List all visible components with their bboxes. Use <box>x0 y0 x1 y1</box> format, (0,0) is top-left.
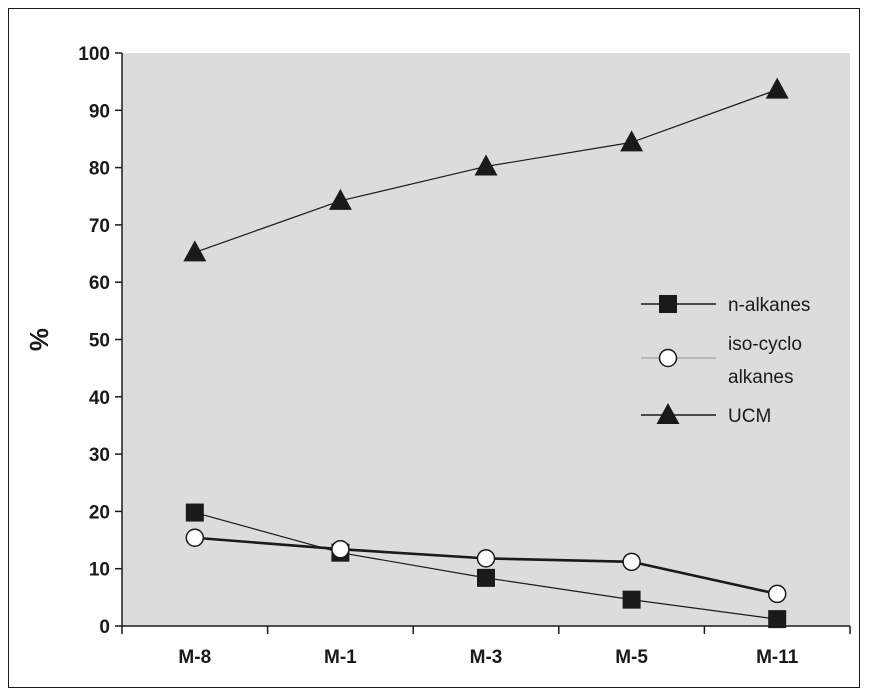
iso-cyclo-alkanes-marker <box>767 584 787 604</box>
legend-label: n-alkanes <box>728 295 810 316</box>
y-tick-label: 30 <box>89 445 110 466</box>
y-tick-label: 100 <box>78 44 110 65</box>
y-tick-label: 20 <box>89 502 110 523</box>
y-tick-label: 10 <box>89 560 110 581</box>
x-tick-label: M-1 <box>324 647 357 668</box>
y-tick-label: 80 <box>89 159 110 180</box>
iso-cyclo-alkanes-marker <box>658 348 678 368</box>
ucm-marker <box>656 403 680 424</box>
x-tick-label: M-8 <box>178 647 211 668</box>
plot-area <box>122 53 850 626</box>
y-tick-label: 0 <box>99 617 110 638</box>
n-alkanes-marker <box>622 590 641 609</box>
n-alkanes-marker <box>185 503 204 522</box>
y-tick-label: 90 <box>89 101 110 122</box>
x-tick-label: M-5 <box>615 647 648 668</box>
x-tick-label: M-11 <box>756 647 799 668</box>
legend: n-alkanes iso-cyclo alkanes UCM <box>641 295 810 427</box>
y-axis-label: % <box>24 328 54 351</box>
ucm-marker <box>765 77 789 99</box>
n-alkanes-marker <box>768 610 787 629</box>
n-alkanes-marker <box>659 295 677 313</box>
y-tick-label: 50 <box>89 331 110 352</box>
x-tick-label: M-3 <box>470 647 503 668</box>
ucm-marker <box>474 154 498 176</box>
axes: 0 10 20 30 40 50 60 70 80 90 100 M-8 M-1 M-3 M-5 M-11 <box>78 44 851 668</box>
iso-cyclo-alkanes-marker <box>476 549 496 568</box>
legend-label: iso-cyclo <box>728 334 802 355</box>
y-tick-label: 70 <box>89 216 110 237</box>
n-alkanes-marker <box>477 568 495 587</box>
iso-cyclo-alkanes-marker <box>331 539 350 559</box>
legend-label: alkanes <box>728 367 794 388</box>
y-tick-label: 60 <box>89 273 110 294</box>
y-tick-label: 40 <box>89 388 110 409</box>
ucm-marker <box>183 240 207 262</box>
ucm-marker <box>620 130 644 152</box>
iso-cyclo-alkanes-marker <box>185 528 205 548</box>
iso-cyclo-alkanes-marker <box>622 552 641 572</box>
ucm-marker <box>328 188 352 210</box>
legend-label: UCM <box>728 406 771 427</box>
series-markers <box>183 77 789 629</box>
